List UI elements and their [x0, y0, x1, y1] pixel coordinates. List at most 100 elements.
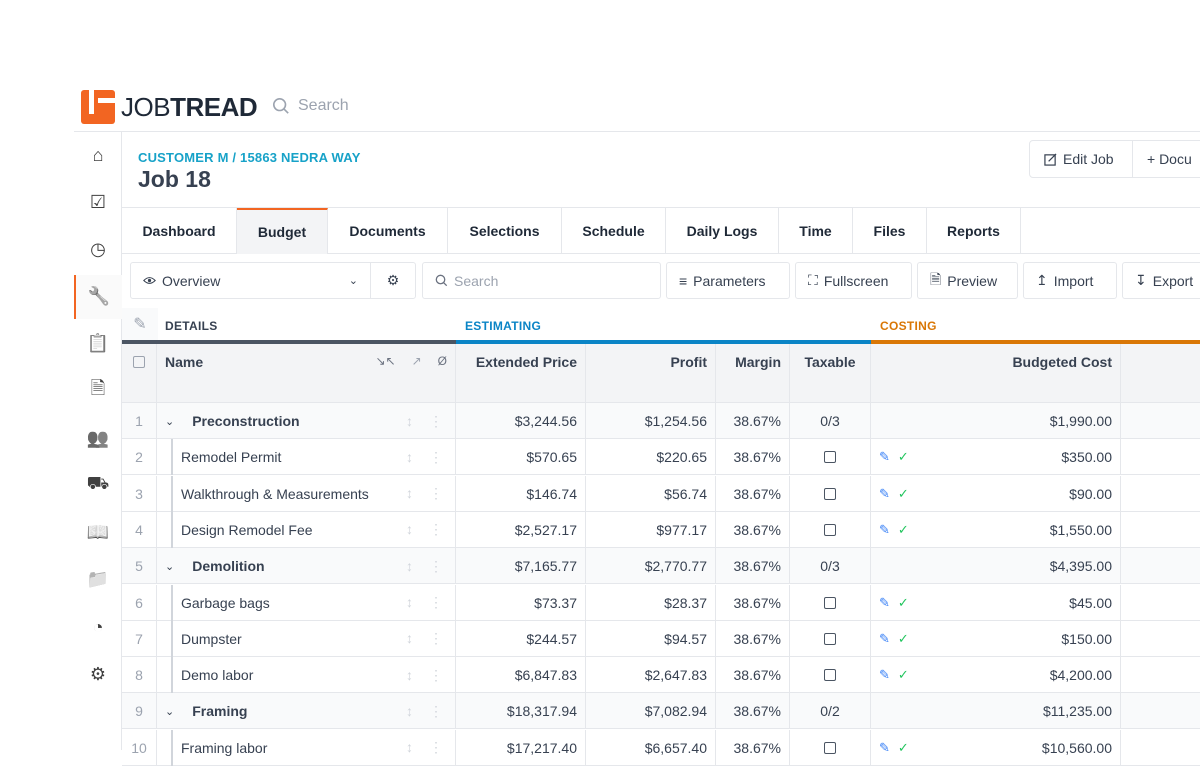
taxable-checkbox[interactable] — [824, 632, 836, 645]
select-all-checkbox[interactable] — [122, 344, 157, 403]
column-taxable[interactable]: Taxable — [790, 344, 871, 403]
fullscreen-button[interactable]: ⛶ Fullscreen — [795, 262, 912, 299]
row-name[interactable]: Remodel Permit — [181, 449, 282, 466]
more-options-icon[interactable]: ⋮ — [429, 521, 443, 538]
more-options-icon[interactable]: ⋮ — [429, 702, 443, 719]
table-row[interactable]: 4 Design Remodel Fee ↕ ⋮ $2,527.17 $977.17 38.… — [122, 511, 1200, 548]
row-name[interactable]: Framing labor — [181, 739, 268, 756]
add-document-button[interactable]: + Docu — [1132, 140, 1200, 178]
row-name[interactable]: Framing — [192, 703, 248, 720]
row-name[interactable]: Preconstruction — [192, 413, 300, 429]
sidebar-item-folder[interactable]: 📁 — [74, 558, 122, 602]
edit-icon[interactable]: ✎ — [879, 667, 890, 683]
row-name[interactable]: Demolition — [192, 558, 265, 575]
group-row[interactable]: 5 ⌄ Demolition ↕ ⋮ $7,165.77 $2,770.77 38.67% 0/… — [122, 548, 1200, 585]
row-name[interactable]: Demo labor — [181, 667, 254, 684]
table-row[interactable]: 6 Garbage bags ↕ ⋮ $73.37 $28.37 38.67% ✎ ✓ $45.0… — [122, 584, 1200, 621]
chevron-down-icon[interactable]: ⌄ — [165, 705, 175, 718]
drag-handle-icon[interactable]: ↕ — [406, 666, 413, 683]
edit-icon[interactable]: ✎ — [879, 594, 890, 610]
tab-selections[interactable]: Selections — [448, 208, 562, 254]
more-options-icon[interactable]: ⋮ — [429, 630, 443, 647]
more-options-icon[interactable]: ⋮ — [429, 557, 443, 574]
breadcrumb[interactable]: CUSTOMER M / 15863 NEDRA WAY — [138, 150, 361, 165]
edit-job-button[interactable]: Edit Job — [1029, 140, 1133, 178]
taxable-checkbox[interactable] — [824, 741, 836, 754]
jobtread-logo[interactable] — [81, 90, 115, 124]
group-row[interactable]: 9 ⌄ Framing ↕ ⋮ $18,317.94 $7,082.94 38.67% 0/2 $… — [122, 693, 1200, 730]
sidebar-item-settings[interactable]: ⚙ — [74, 652, 122, 696]
table-row[interactable]: 2 Remodel Permit ↕ ⋮ $570.65 $220.65 38.67% ✎ ✓ $… — [122, 439, 1200, 476]
column-margin[interactable]: Margin — [716, 344, 790, 403]
sidebar-item-home[interactable]: ⌂ — [74, 133, 122, 177]
drag-handle-icon[interactable]: ↕ — [406, 594, 413, 610]
export-button[interactable]: ↧ Export — [1122, 262, 1200, 299]
parameters-button[interactable]: ≡ Parameters — [666, 262, 790, 299]
more-options-icon[interactable]: ⋮ — [429, 448, 443, 465]
tab-reports[interactable]: Reports — [927, 208, 1021, 254]
expand-icon[interactable]: ↗ — [411, 354, 422, 368]
sidebar-item-clipboard[interactable]: 📋 — [74, 322, 122, 366]
edit-icon[interactable]: ✎ — [879, 521, 890, 537]
sidebar-item-clock[interactable]: ◷ — [74, 227, 122, 271]
table-row[interactable]: 3 Walkthrough & Measurements ↕ ⋮ $146.74 $56.… — [122, 475, 1200, 512]
table-row[interactable]: 10 Framing labor ↕ ⋮ $17,217.40 $6,657.40 38.6… — [122, 729, 1200, 766]
row-name[interactable]: Dumpster — [181, 630, 242, 647]
table-row[interactable]: 8 Demo labor ↕ ⋮ $6,847.83 $2,647.83 38.67% ✎ ✓ $… — [122, 657, 1200, 694]
drag-handle-icon[interactable]: ↕ — [406, 557, 413, 574]
view-select[interactable]: Overview ⌄ — [130, 262, 371, 299]
drag-handle-icon[interactable]: ↕ — [406, 485, 413, 502]
drag-handle-icon[interactable]: ↕ — [406, 739, 413, 756]
taxable-checkbox[interactable] — [824, 451, 836, 464]
sidebar-item-document[interactable]: 🗎 — [74, 369, 122, 413]
taxable-checkbox[interactable] — [824, 523, 836, 536]
taxable-checkbox[interactable] — [824, 669, 836, 682]
drag-handle-icon[interactable]: ↕ — [406, 521, 413, 538]
global-search[interactable]: Search — [272, 97, 349, 115]
tab-budget[interactable]: Budget — [237, 208, 328, 254]
tab-daily-logs[interactable]: Daily Logs — [666, 208, 779, 254]
import-button[interactable]: ↥ Import — [1023, 262, 1117, 299]
table-row[interactable]: 7 Dumpster ↕ ⋮ $244.57 $94.57 38.67% ✎ ✓ $150.00 — [122, 620, 1200, 657]
tab-documents[interactable]: Documents — [328, 208, 448, 254]
sidebar-item-users[interactable]: 👥 — [74, 416, 122, 460]
taxable-checkbox[interactable] — [824, 487, 836, 500]
edit-icon[interactable]: ✎ — [879, 739, 890, 755]
more-options-icon[interactable]: ⋮ — [429, 485, 443, 502]
column-profit[interactable]: Profit — [586, 344, 716, 403]
chevron-down-icon[interactable]: ⌄ — [165, 415, 175, 428]
column-budgeted-cost[interactable]: Budgeted Cost — [871, 344, 1121, 403]
drag-handle-icon[interactable]: ↕ — [406, 702, 413, 719]
more-options-icon[interactable]: ⋮ — [429, 739, 443, 756]
preview-button[interactable]: 🗎 Preview — [917, 262, 1018, 299]
budget-search-input[interactable]: Search — [422, 262, 661, 299]
edit-icon[interactable]: ✎ — [879, 449, 890, 465]
row-name[interactable]: Garbage bags — [181, 594, 270, 611]
column-extended-price[interactable]: Extended Price — [456, 344, 586, 403]
more-options-icon[interactable]: ⋮ — [429, 412, 443, 429]
drag-handle-icon[interactable]: ↕ — [406, 448, 413, 465]
more-options-icon[interactable]: ⋮ — [429, 594, 443, 610]
drag-handle-icon[interactable]: ↕ — [406, 630, 413, 647]
sidebar-item-truck[interactable]: ⛟ — [74, 463, 122, 507]
edit-icon[interactable]: ✎ — [879, 485, 890, 501]
sidebar-item-pie-chart[interactable]: ◔ — [74, 605, 122, 649]
view-settings-button[interactable]: ⚙ — [370, 262, 416, 299]
group-row[interactable]: 1 ⌄ Preconstruction ↕ ⋮ $3,244.56 $1,254.56 38.… — [122, 403, 1200, 439]
tab-files[interactable]: Files — [853, 208, 927, 254]
taxable-checkbox[interactable] — [824, 596, 836, 609]
row-name[interactable]: Design Remodel Fee — [181, 521, 313, 538]
more-options-icon[interactable]: ⋮ — [429, 666, 443, 683]
tab-schedule[interactable]: Schedule — [562, 208, 666, 254]
row-name[interactable]: Walkthrough & Measurements — [181, 485, 369, 502]
sidebar-item-wrench[interactable]: 🔧 — [74, 274, 122, 319]
edit-icon[interactable]: ✎ — [879, 630, 890, 646]
tab-dashboard[interactable]: Dashboard — [122, 208, 237, 254]
column-name[interactable]: Name ↘↖ ↗ Ø — [157, 344, 456, 403]
sidebar-item-tasks[interactable]: ☑ — [74, 180, 122, 224]
edit-columns-icon[interactable]: ✎ — [122, 308, 158, 340]
sidebar-item-book[interactable]: 📖 — [74, 511, 122, 555]
tab-time[interactable]: Time — [779, 208, 853, 254]
drag-handle-icon[interactable]: ↕ — [406, 412, 413, 429]
collapse-icon[interactable]: ↘↖ — [375, 354, 396, 368]
